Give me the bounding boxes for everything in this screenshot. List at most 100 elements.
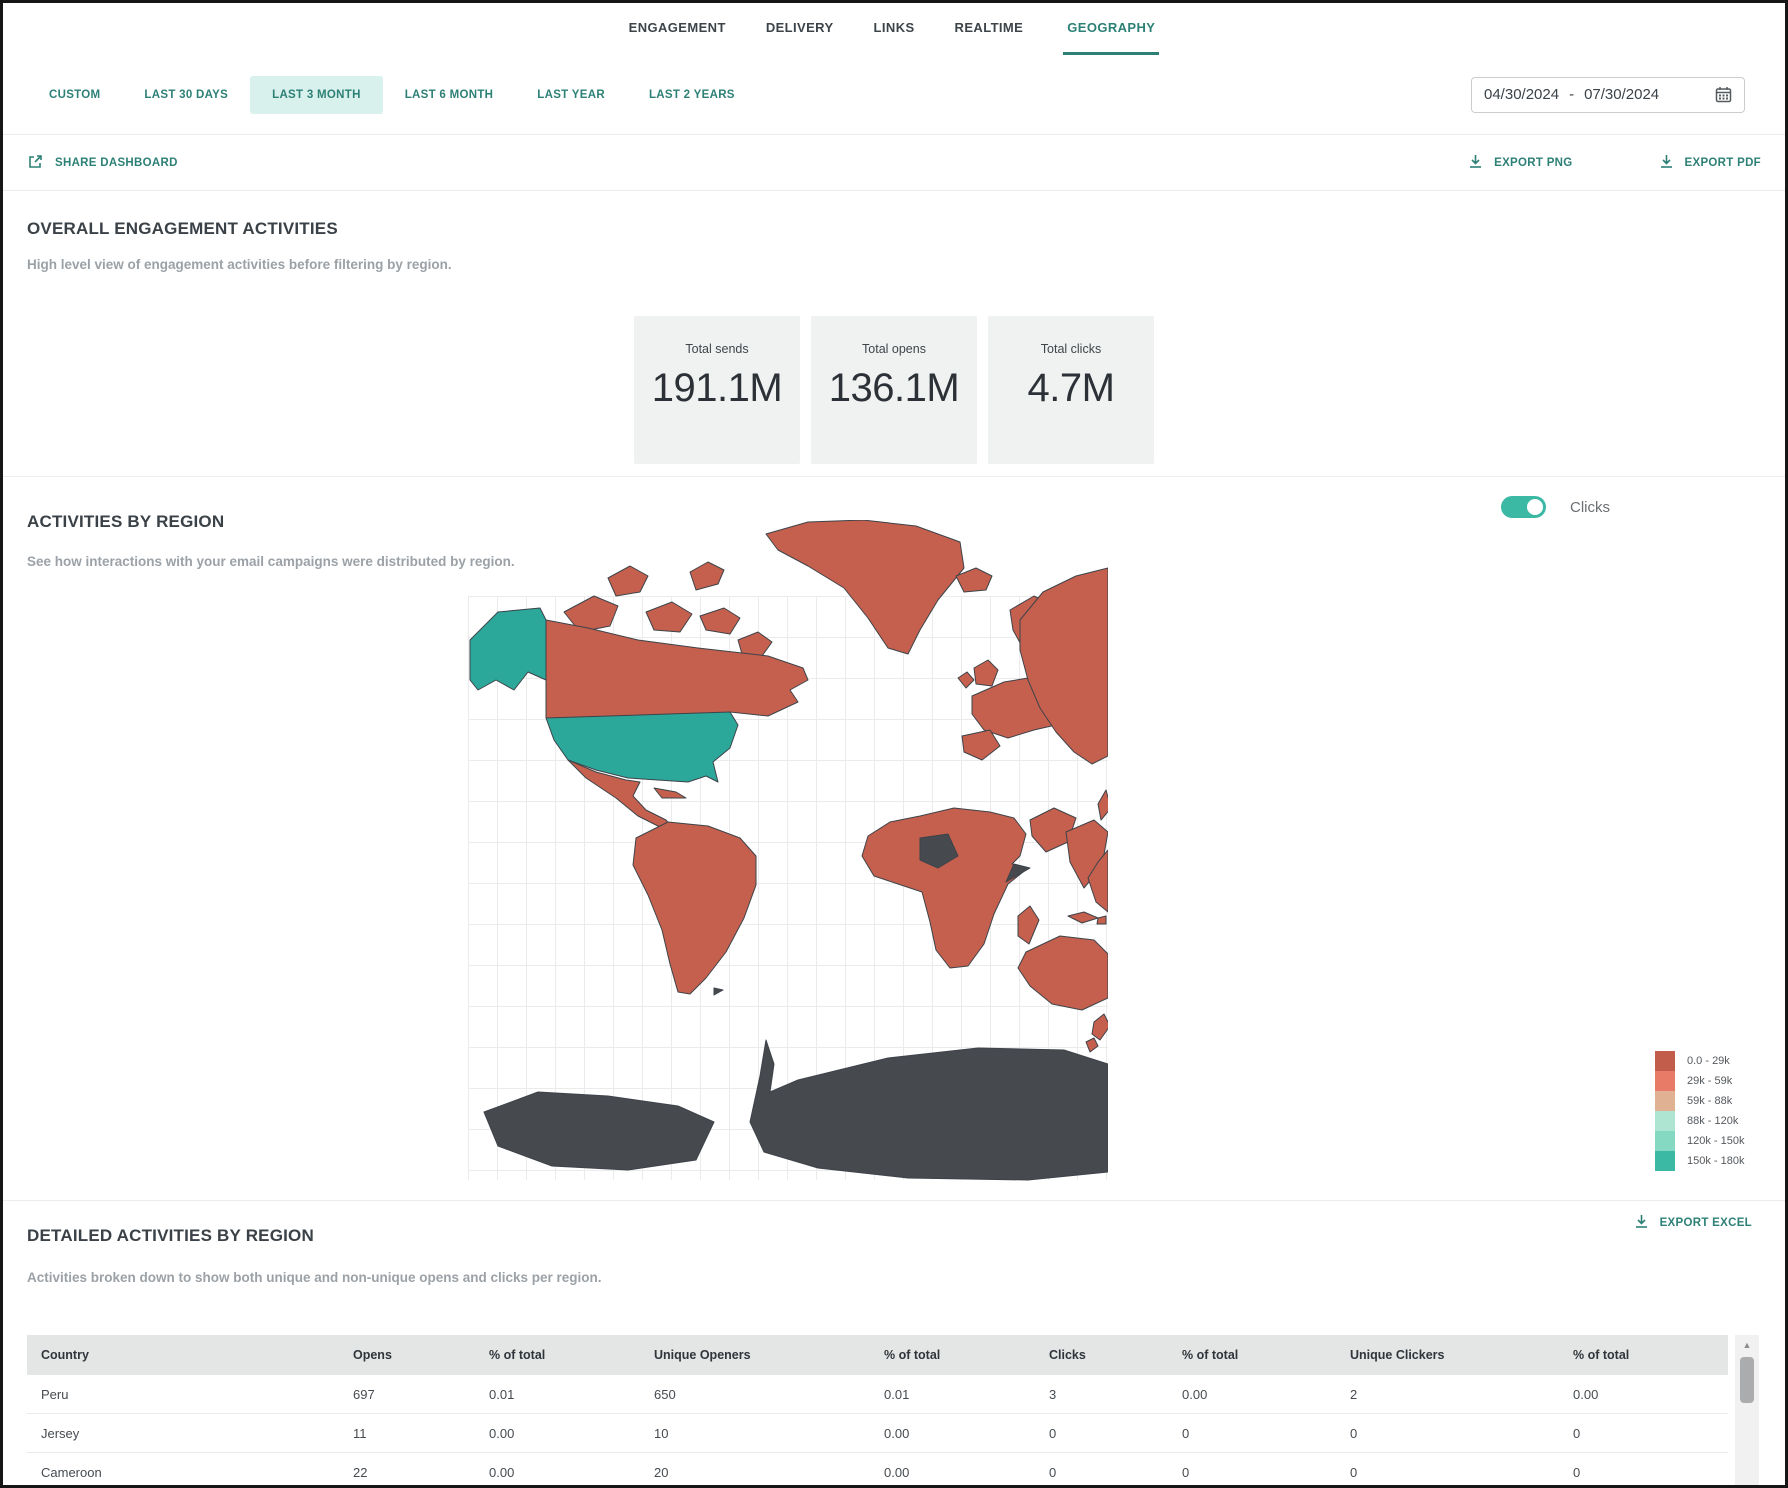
details-section-title: DETAILED ACTIVITIES BY REGION (27, 1226, 314, 1245)
clicks-toggle-wrap: Clicks (1501, 496, 1610, 518)
table-scrollbar[interactable]: ▲ (1735, 1335, 1759, 1485)
cell: 20 (654, 1464, 669, 1480)
stat-value: 4.7M (1027, 366, 1115, 410)
share-icon (27, 153, 44, 173)
tab-geography[interactable]: GEOGRAPHY (1063, 3, 1160, 55)
stat-value: 136.1M (828, 366, 960, 410)
map-countries[interactable] (469, 520, 1108, 1181)
legend-swatch (1655, 1131, 1675, 1151)
filter-last-30-days[interactable]: LAST 30 DAYS (144, 88, 229, 101)
overall-section-subtitle: High level view of engagement activities… (27, 257, 452, 272)
cell: 0.00 (884, 1464, 910, 1480)
divider (3, 476, 1785, 477)
download-icon (1659, 154, 1674, 172)
cell: 2 (1350, 1386, 1358, 1402)
cell: 0.00 (1182, 1386, 1208, 1402)
detailed-activities-section: EXPORT EXCEL DETAILED ACTIVITIES BY REGI… (3, 1200, 1785, 1485)
overall-section-title: OVERALL ENGAGEMENT ACTIVITIES (27, 219, 338, 238)
filter-last-6-month[interactable]: LAST 6 MONTH (404, 88, 494, 101)
col-opens-pct: % of total (489, 1348, 546, 1362)
region-activities-table: Country Opens % of total Unique Openers … (27, 1335, 1728, 1485)
cell: 11 (353, 1425, 367, 1441)
calendar-icon[interactable] (1715, 86, 1732, 103)
legend-label: 150k - 180k (1687, 1155, 1745, 1167)
toggle-knob (1527, 499, 1543, 515)
col-clicks: Clicks (1049, 1348, 1086, 1362)
top-nav: ENGAGEMENT DELIVERY LINKS REALTIME GEOGR… (3, 3, 1785, 55)
legend-item: 150k - 180k (1655, 1151, 1744, 1171)
date-start: 04/30/2024 (1484, 86, 1560, 103)
cell: 22 (353, 1464, 368, 1480)
stat-value: 191.1M (651, 366, 783, 410)
divider (3, 190, 1785, 191)
cell: 650 (654, 1386, 676, 1402)
export-png-button[interactable]: EXPORT PNG (1468, 154, 1572, 172)
clicks-toggle[interactable] (1501, 496, 1546, 518)
cell: 0 (1573, 1464, 1581, 1480)
cell: 0.01 (884, 1386, 910, 1402)
col-clicks-pct: % of total (1182, 1348, 1239, 1362)
export-excel-button[interactable]: EXPORT EXCEL (1634, 1214, 1752, 1232)
legend-swatch (1655, 1071, 1675, 1091)
cell: 10 (654, 1425, 669, 1441)
legend-item: 29k - 59k (1655, 1071, 1744, 1091)
stat-cards: Total sends 191.1M Total opens 136.1M To… (27, 316, 1761, 464)
export-pdf-label: EXPORT PDF (1684, 156, 1761, 169)
tab-realtime[interactable]: REALTIME (954, 20, 1024, 35)
col-opens: Opens (353, 1348, 392, 1362)
cell: 0 (1350, 1425, 1358, 1441)
download-icon (1634, 1214, 1649, 1232)
world-choropleth-map[interactable] (468, 520, 1108, 1188)
date-separator: - (1569, 86, 1575, 103)
share-dashboard-button[interactable]: SHARE DASHBOARD (27, 153, 178, 173)
cell: 3 (1049, 1386, 1057, 1402)
filter-last-2-years[interactable]: LAST 2 YEARS (648, 88, 735, 101)
cell: 0.00 (1573, 1386, 1599, 1402)
scrollbar-thumb[interactable] (1740, 1357, 1754, 1403)
filter-last-3-month[interactable]: LAST 3 MONTH (250, 75, 383, 114)
cell: 0.01 (489, 1386, 515, 1402)
tab-links[interactable]: LINKS (873, 20, 915, 35)
col-unique-clickers: Unique Clickers (1350, 1348, 1445, 1362)
date-range-input[interactable]: 04/30/2024 - 07/30/2024 (1471, 76, 1745, 113)
activities-by-region-section: ACTIVITIES BY REGION Clicks See how inte… (3, 476, 1785, 1200)
export-pdf-button[interactable]: EXPORT PDF (1659, 154, 1761, 172)
divider (3, 134, 1785, 135)
date-end: 07/30/2024 (1584, 86, 1660, 103)
cell: 0 (1573, 1425, 1581, 1441)
legend-swatch (1655, 1151, 1675, 1171)
clicks-toggle-label: Clicks (1570, 498, 1610, 516)
cell: Peru (41, 1386, 69, 1402)
filter-last-year[interactable]: LAST YEAR (537, 88, 605, 101)
legend-label: 88k - 120k (1687, 1115, 1739, 1127)
cell: Jersey (41, 1425, 80, 1441)
table-row-jersey: Jersey 11 0.00 10 0.00 0 0 0 0 (27, 1414, 1728, 1453)
tab-engagement[interactable]: ENGAGEMENT (628, 20, 726, 35)
cell: 697 (353, 1386, 375, 1402)
legend-label: 59k - 88k (1687, 1095, 1733, 1107)
cell: 0 (1049, 1425, 1057, 1441)
legend-item: 59k - 88k (1655, 1091, 1744, 1111)
table-header-row: Country Opens % of total Unique Openers … (27, 1335, 1728, 1375)
scrollbar-up-icon[interactable]: ▲ (1742, 1340, 1752, 1350)
legend-label: 120k - 150k (1687, 1135, 1745, 1147)
filter-custom[interactable]: CUSTOM (49, 88, 101, 101)
col-unique-openers: Unique Openers (654, 1348, 751, 1362)
export-excel-label: EXPORT EXCEL (1659, 1217, 1752, 1229)
cell: 0.00 (489, 1464, 515, 1480)
cell: 0.00 (489, 1425, 515, 1441)
legend-label: 0.0 - 29k (1687, 1055, 1730, 1067)
tab-delivery[interactable]: DELIVERY (765, 20, 834, 35)
legend-item: 120k - 150k (1655, 1131, 1744, 1151)
table-row-peru: Peru 697 0.01 650 0.01 3 0.00 2 0.00 (27, 1375, 1728, 1414)
region-section-title: ACTIVITIES BY REGION (27, 512, 225, 531)
download-icon (1468, 154, 1483, 172)
region-section-subtitle: See how interactions with your email cam… (27, 554, 515, 569)
overall-engagement-section: OVERALL ENGAGEMENT ACTIVITIES High level… (27, 191, 1761, 476)
map-legend: 0.0 - 29k 29k - 59k 59k - 88k 88k - 120k… (1655, 1051, 1744, 1171)
col-unique-clickers-pct: % of total (1573, 1348, 1630, 1362)
world-map-svg (469, 520, 1108, 1181)
cell: 0.00 (884, 1425, 910, 1441)
cell: 0 (1049, 1464, 1057, 1480)
